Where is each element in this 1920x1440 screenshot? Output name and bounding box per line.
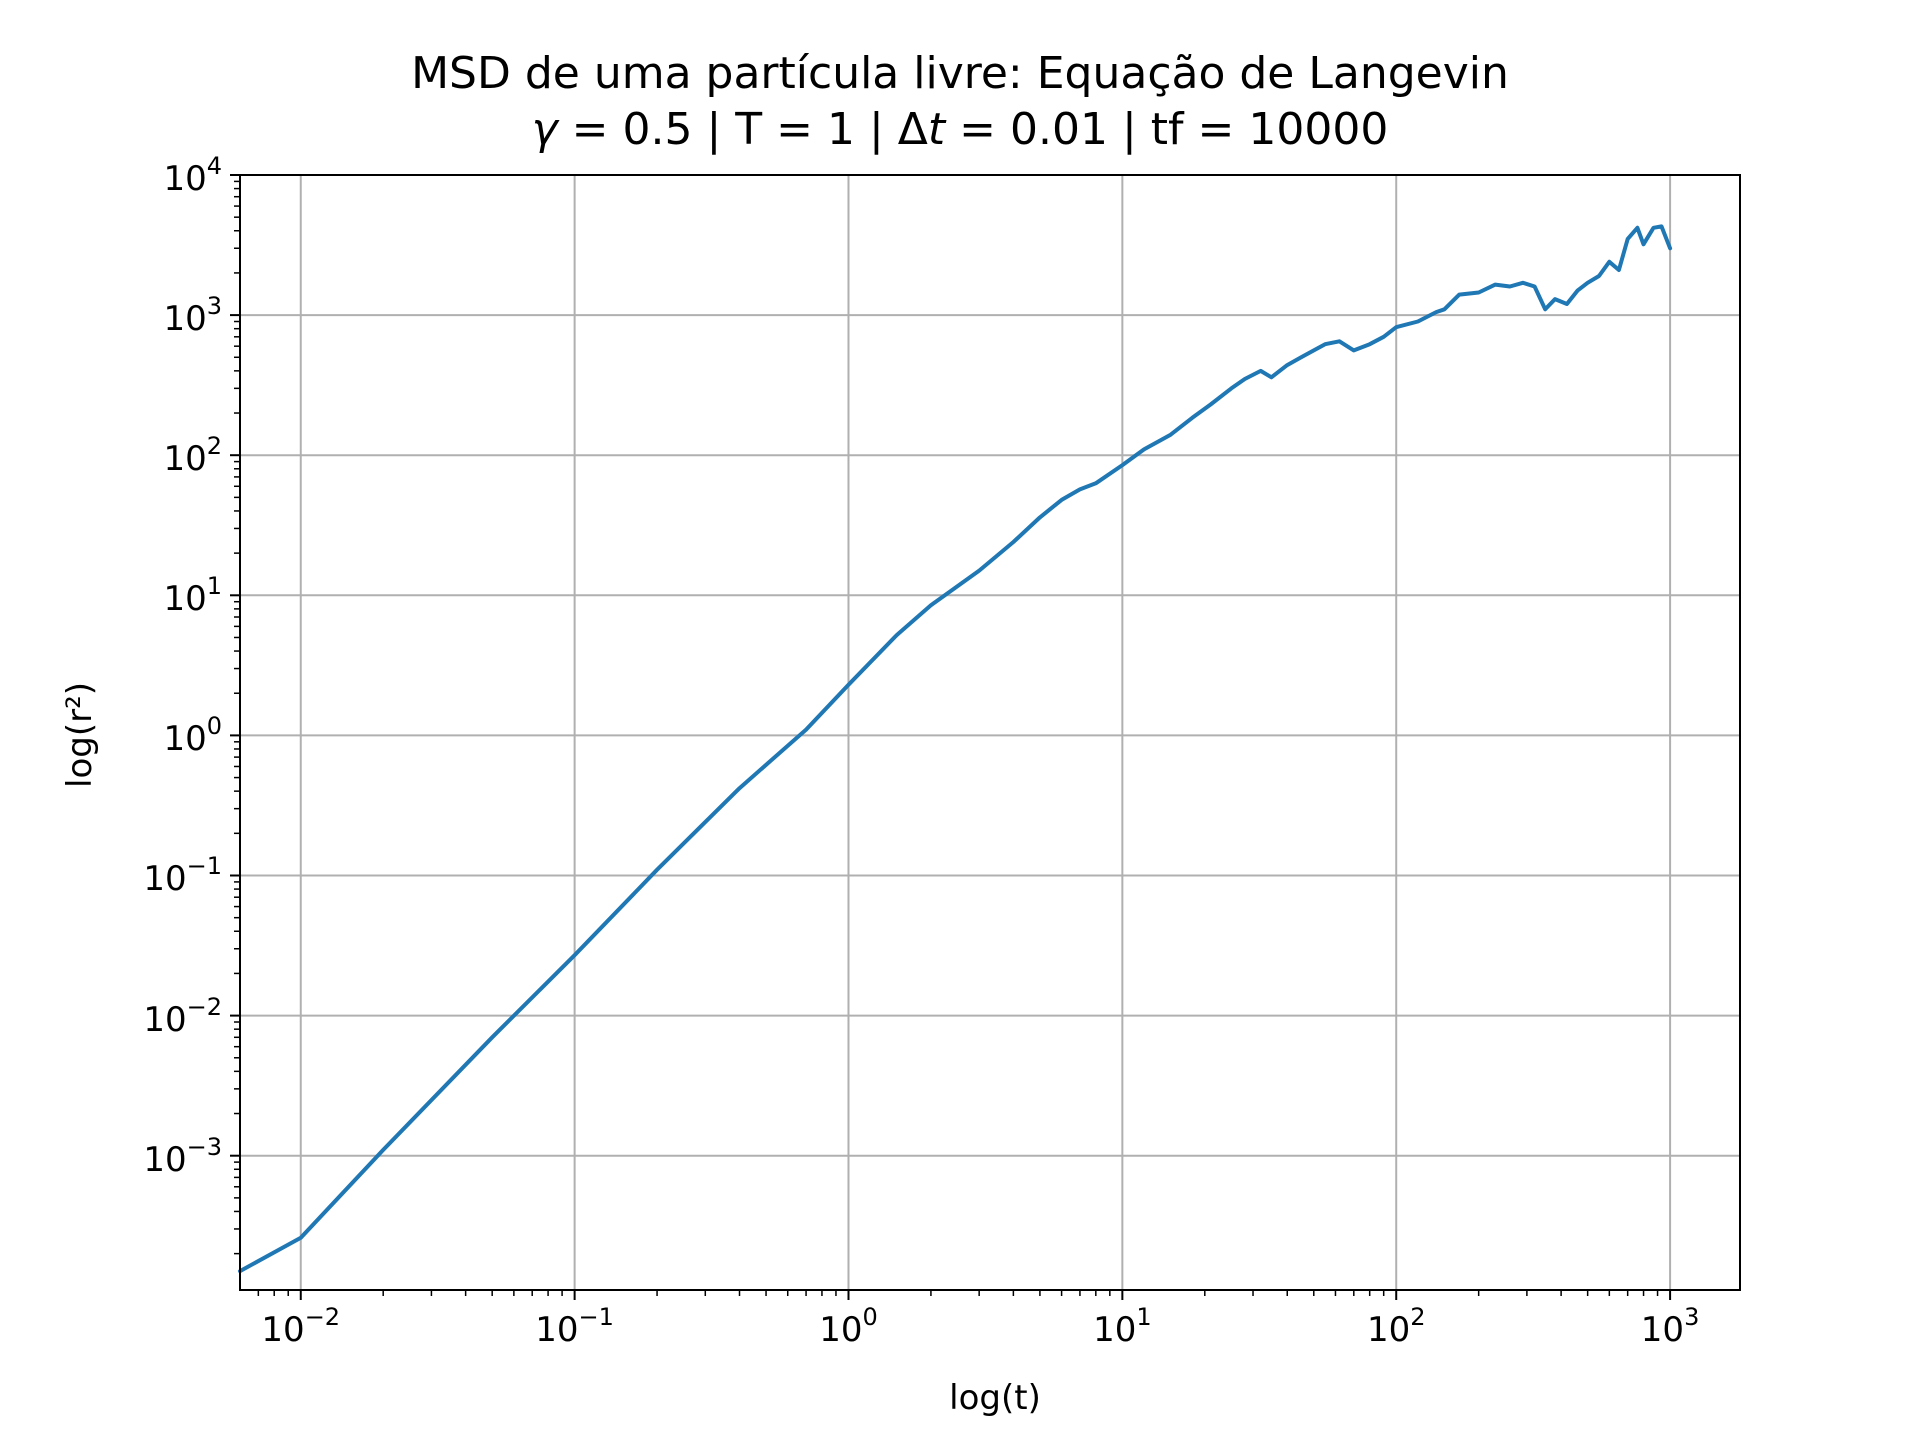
x-tick-label: 101	[1093, 1303, 1152, 1350]
y-tick-label: 101	[163, 572, 222, 620]
subtitle-part-1: = 0.5 | T = 1 | Δ	[557, 104, 928, 155]
x-tick-label: 102	[1366, 1303, 1426, 1350]
y-tick-label: 100	[163, 712, 222, 760]
t-symbol: t	[927, 104, 946, 155]
x-tick-label: 100	[819, 1303, 878, 1350]
msd-line-series	[238, 224, 1673, 1274]
y-tick-label: 10−3	[143, 1132, 222, 1180]
subtitle-part-2: = 0.01 | tf = 10000	[945, 104, 1389, 155]
y-tick-label: 102	[163, 432, 222, 480]
y-tick-label: 10−1	[143, 852, 222, 900]
x-tick-label: 10−1	[535, 1303, 614, 1350]
y-axis-label: log(r²)	[60, 682, 100, 788]
chart-subtitle: γ = 0.5 | T = 1 | Δt = 0.01 | tf = 10000	[0, 104, 1920, 156]
major-ticks	[230, 174, 1672, 1300]
y-tick-label: 104	[163, 152, 222, 199]
chart-title: MSD de uma partícula livre: Equação de L…	[411, 48, 1509, 99]
minor-ticks	[234, 180, 1659, 1296]
gamma-symbol: γ	[531, 104, 558, 155]
x-axis-label: log(t)	[949, 1378, 1041, 1418]
x-tick-label: 103	[1640, 1303, 1700, 1350]
x-tick-label: 10−2	[261, 1303, 341, 1350]
plot-area-background	[240, 175, 1740, 1290]
plot-frame	[239, 174, 1741, 1291]
y-tick-label: 103	[163, 292, 222, 340]
y-tick-label: 10−2	[143, 992, 222, 1040]
